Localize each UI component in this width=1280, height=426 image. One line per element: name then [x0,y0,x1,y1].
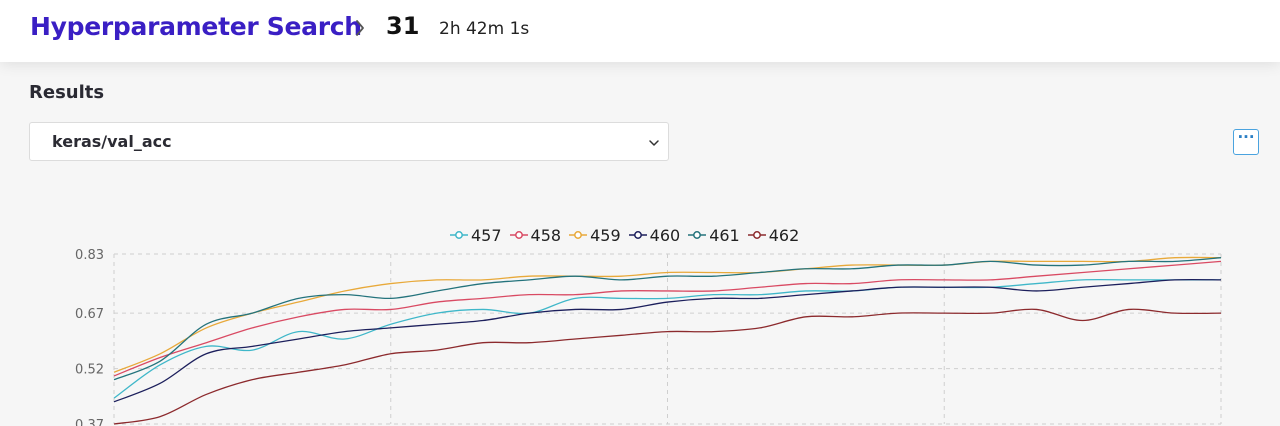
y-tick-label: 0.83 [75,248,104,263]
legend-label: 459 [590,225,621,245]
trial-duration: 2h 42m 1s [439,19,530,39]
results-heading: Results [29,82,105,103]
legend-item-457[interactable]: 457 [450,226,502,245]
legend-label: 457 [471,225,502,245]
ellipsis-icon: ··· [1237,128,1255,146]
y-tick-label: 0.37 [75,418,104,426]
page-title[interactable]: Hyperparameter Search [30,12,362,41]
legend-swatch-icon [688,231,707,239]
legend-swatch-icon [450,231,468,239]
legend-label: 461 [709,225,740,245]
legend-item-462[interactable]: 462 [747,225,800,245]
series-line-461 [113,257,1222,381]
legend-item-458[interactable]: 458 [509,225,562,245]
series-line-460 [113,278,1222,403]
series-line-459 [113,256,1222,373]
page-header: Hyperparameter Search 31 2h 42m 1s [0,0,1280,62]
metric-select-value: keras/val_acc [52,132,172,151]
legend-label: 460 [649,225,681,245]
y-tick-label: 0.52 [75,363,104,378]
legend-item-459[interactable]: 459 [569,226,621,245]
y-tick-label: 0.67 [75,307,104,322]
series-line-458 [113,260,1222,377]
legend-swatch-icon [509,231,528,239]
more-options-button[interactable]: ··· [1233,129,1259,155]
chart-legend: 457 458 459 460 461 462 [450,224,807,246]
legend-swatch-icon [747,231,766,239]
legend-swatch-icon [569,231,588,239]
metric-select[interactable]: keras/val_acc [29,122,669,161]
legend-swatch-icon [628,231,647,239]
series-line-462 [113,308,1222,425]
series-line-457 [113,278,1221,399]
trial-number: 31 [386,12,420,40]
chevron-down-icon [649,140,659,146]
chevron-right-icon [356,20,364,36]
legend-label: 462 [768,225,800,245]
legend-item-460[interactable]: 460 [628,225,681,245]
legend-item-461[interactable]: 461 [688,226,740,245]
legend-label: 458 [530,225,562,245]
